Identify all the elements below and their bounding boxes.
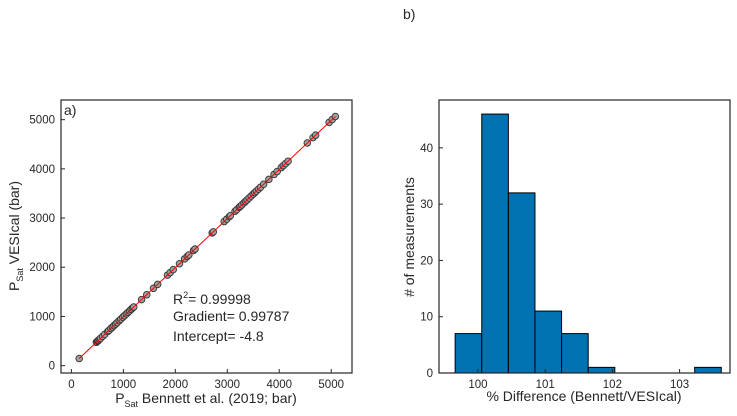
scatter-panel: 0 1000 2000 3000 4000 5000 0 1000 2000 3000 4000 50…: [6, 99, 353, 409]
y-tick-label: 0: [427, 368, 433, 380]
histogram-bar: [454, 333, 483, 374]
x-tick-label: 100: [468, 379, 487, 391]
histogram-bar: [561, 333, 589, 374]
intercept-annotation: Intercept= -4.8: [173, 328, 264, 344]
y-tick-label: 5000: [29, 115, 55, 127]
histogram-bar: [534, 310, 563, 374]
r-squared-annotation: R2= 0.99998: [173, 290, 251, 307]
y-tick-label: 1000: [29, 311, 55, 323]
y-label-main: P: [6, 282, 22, 291]
y-axis-label: PSat VESIcal (bar): [6, 181, 25, 291]
x-tick-label: 4000: [266, 379, 292, 391]
x-tick-label: 101: [536, 379, 555, 391]
axes-frame: [60, 99, 353, 374]
x-tick-label: 0: [68, 379, 74, 391]
histogram-bar: [587, 366, 616, 374]
r2-superscript: 2: [183, 290, 188, 300]
histogram-bar: [481, 113, 509, 374]
y-tick-label: 2000: [29, 262, 55, 274]
axes-frame: [438, 99, 731, 374]
r2-value: = 0.99998: [188, 291, 251, 307]
x-tick-label: 103: [670, 379, 689, 391]
y-label-sub: Sat: [15, 268, 25, 282]
x-label-sub: Sat: [125, 399, 139, 409]
x-tick-label: 3000: [214, 379, 240, 391]
r2-label: R: [173, 291, 183, 307]
gradient-annotation: Gradient= 0.99787: [173, 308, 290, 324]
panel-label: a): [64, 102, 76, 118]
y-tick-label: 30: [420, 199, 433, 211]
y-tick-label: 4000: [29, 164, 55, 176]
y-tick-label: 40: [420, 143, 433, 155]
x-tick-label: 1000: [111, 379, 137, 391]
y-tick-label: 10: [420, 312, 433, 324]
y-tick-label: 20: [420, 255, 433, 267]
x-axis-label: PSat Bennett et al. (2019; bar): [115, 390, 297, 409]
y-tick-label: 0: [49, 361, 55, 373]
y-tick-label: 3000: [29, 213, 55, 225]
fit-line: [78, 116, 336, 359]
x-tick-label: 5000: [318, 379, 344, 391]
histogram-bar: [694, 366, 722, 374]
panel-label: b): [403, 6, 415, 22]
histogram-panel: 100 101 102 103 0 10 20 30 40 b) % Difference (Ben…: [401, 6, 731, 404]
histogram-bar: [507, 192, 536, 374]
x-label-rest: Bennett et al. (2019; bar): [138, 390, 297, 406]
y-label-rest: VESIcal (bar): [6, 181, 22, 268]
x-label-main: P: [115, 390, 124, 406]
x-tick-label: 2000: [163, 379, 189, 391]
x-axis-label: % Difference (Bennett/VESIcal): [486, 388, 681, 404]
x-tick-label: 102: [603, 379, 622, 391]
y-axis-label: # of measurements: [401, 177, 417, 297]
